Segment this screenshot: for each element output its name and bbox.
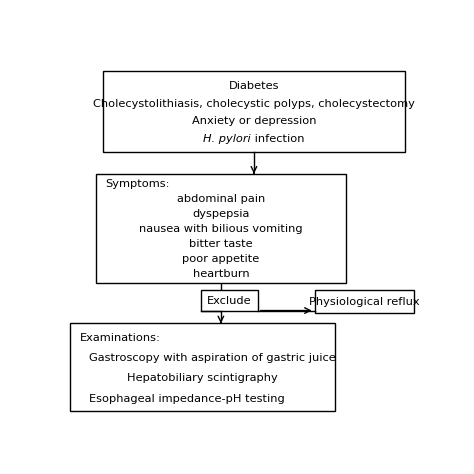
FancyBboxPatch shape (315, 290, 414, 313)
FancyBboxPatch shape (103, 72, 405, 152)
Text: Hepatobiliary scintigraphy: Hepatobiliary scintigraphy (127, 374, 278, 383)
FancyBboxPatch shape (70, 323, 335, 411)
Text: Gastroscopy with aspiration of gastric juice: Gastroscopy with aspiration of gastric j… (89, 353, 336, 363)
Text: infection: infection (251, 134, 304, 144)
Text: Exclude: Exclude (207, 295, 252, 306)
Text: Anxiety or depression: Anxiety or depression (191, 117, 316, 127)
Text: Examinations:: Examinations: (80, 333, 160, 343)
FancyBboxPatch shape (96, 173, 346, 283)
Text: nausea with bilious vomiting: nausea with bilious vomiting (139, 224, 303, 234)
Text: Physiological reflux: Physiological reflux (309, 297, 419, 307)
Text: bitter taste: bitter taste (189, 239, 253, 249)
Text: H. pylori: H. pylori (203, 134, 250, 144)
Text: Symptoms:: Symptoms: (105, 179, 170, 189)
Text: heartburn: heartburn (192, 269, 249, 279)
FancyBboxPatch shape (201, 291, 258, 310)
Text: dyspepsia: dyspepsia (192, 209, 250, 219)
Text: Cholecystolithiasis, cholecystic polyps, cholecystectomy: Cholecystolithiasis, cholecystic polyps,… (93, 99, 415, 109)
Text: poor appetite: poor appetite (182, 254, 259, 264)
Text: Diabetes: Diabetes (228, 81, 279, 91)
Text: abdominal pain: abdominal pain (177, 194, 265, 204)
Text: Esophageal impedance-pH testing: Esophageal impedance-pH testing (89, 394, 284, 404)
